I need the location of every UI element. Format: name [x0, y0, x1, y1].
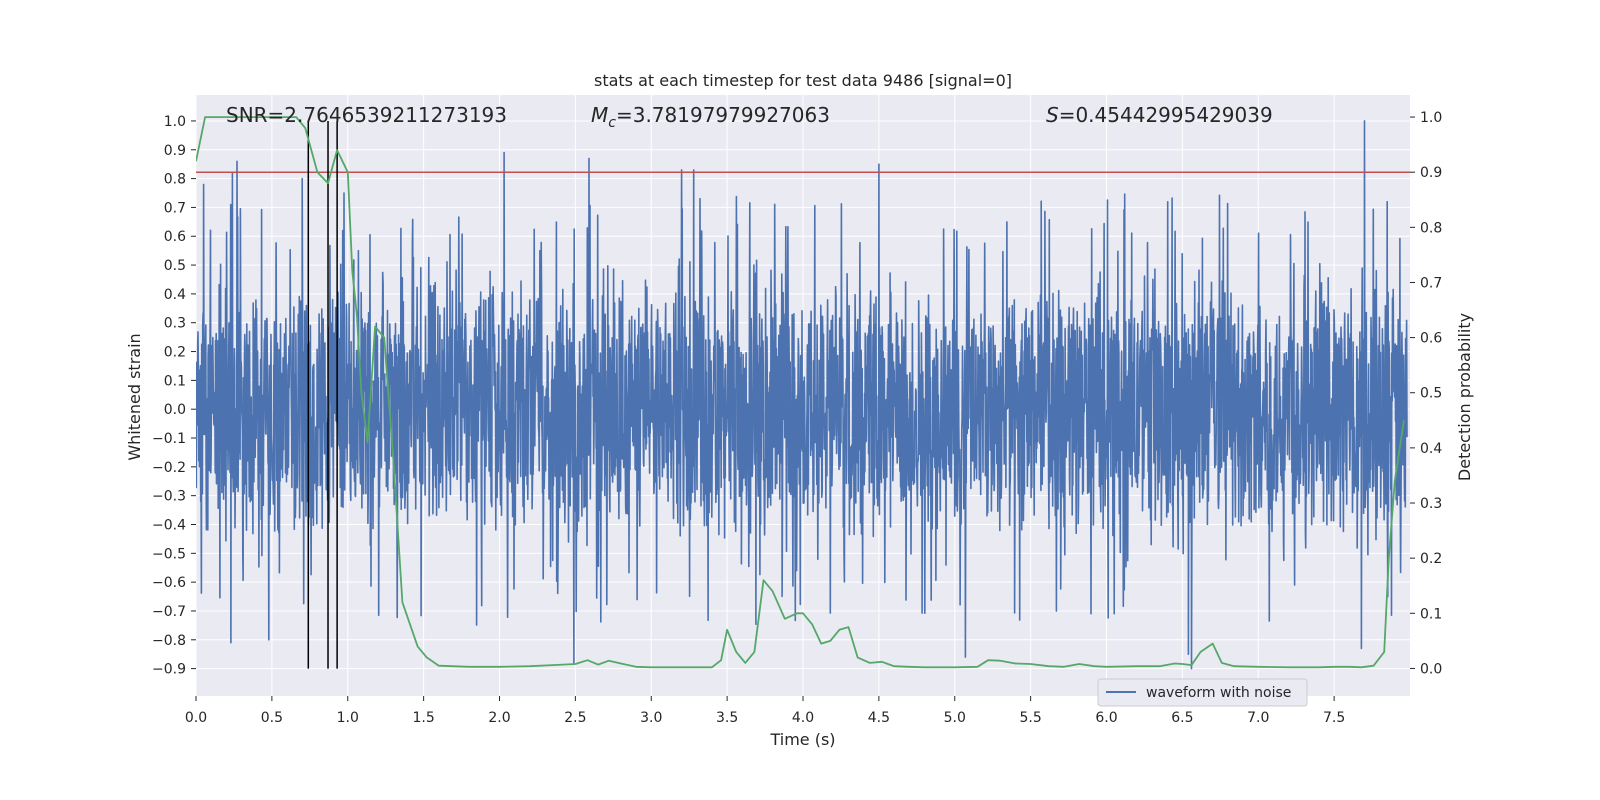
y-left-tick-label-11: 0.2 — [164, 345, 186, 361]
x-tick-label-11: 5.5 — [1019, 710, 1041, 726]
x-tick-label-9: 4.5 — [868, 710, 890, 726]
y-right-tick-label-0: 0.0 — [1420, 661, 1442, 677]
y-right-tick-label-9: 0.9 — [1420, 165, 1442, 181]
waveform-series — [196, 120, 1408, 670]
y-axis-label-left: Whitened strain — [125, 333, 144, 460]
y-left-tick-label-6: −0.3 — [152, 489, 186, 505]
y-left-tick-label-18: 0.9 — [164, 143, 186, 159]
y-left-tick-label-7: −0.2 — [152, 460, 186, 476]
y-left-tick-label-15: 0.6 — [164, 229, 186, 245]
s-value: =0.45442995429039 — [1059, 103, 1273, 127]
x-tick-label-5: 2.5 — [564, 710, 586, 726]
chirp-mass-subscript: c — [608, 115, 616, 131]
y-left-tick-label-5: −0.4 — [152, 517, 186, 533]
y-axis-right: 0.0 0.1 0.2 0.3 0.4 0.5 0.6 0.7 0.8 0.9 1.0 — [1410, 110, 1442, 677]
x-tick-label-15: 7.5 — [1323, 710, 1345, 726]
probability-line — [196, 116, 1405, 669]
x-tick-label-4: 2.0 — [488, 710, 510, 726]
y-right-tick-label-4: 0.4 — [1420, 441, 1442, 457]
y-left-tick-label-1: −0.8 — [152, 633, 186, 649]
probability-series — [196, 116, 1405, 669]
y-left-tick-label-19: 1.0 — [164, 114, 186, 130]
s-annotation: S=0.45442995429039 — [1046, 103, 1273, 127]
x-tick-label-1: 0.5 — [261, 710, 283, 726]
y-right-tick-label-3: 0.3 — [1420, 496, 1442, 512]
x-tick-label-3: 1.5 — [412, 710, 434, 726]
y-right-tick-label-10: 1.0 — [1420, 110, 1442, 126]
x-tick-label-0: 0.0 — [185, 710, 207, 726]
y-right-tick-label-7: 0.7 — [1420, 275, 1442, 291]
vertical-markers — [307, 120, 338, 669]
y-right-tick-label-2: 0.2 — [1420, 551, 1442, 567]
y-axis-left: −0.9 −0.8 −0.7 −0.6 −0.5 −0.4 −0.3 −0.2 −0.1 0.0 0… — [152, 114, 196, 678]
y-left-tick-label-10: 0.1 — [164, 373, 186, 389]
snr-annotation: SNR=2.7646539211273193 — [226, 103, 507, 127]
y-axis-label-right: Detection probability — [1455, 313, 1474, 481]
chirp-mass-value: =3.78197979927063 — [616, 103, 830, 127]
chart-title: stats at each timestep for test data 948… — [594, 71, 1012, 90]
y-left-tick-label-4: −0.5 — [152, 546, 186, 562]
y-left-tick-label-16: 0.7 — [164, 200, 186, 216]
legend-box — [1097, 678, 1308, 707]
x-tick-label-2: 1.0 — [337, 710, 359, 726]
y-left-tick-label-9: 0.0 — [164, 402, 186, 418]
x-tick-label-13: 6.5 — [1171, 710, 1193, 726]
y-right-tick-label-5: 0.5 — [1420, 386, 1442, 402]
x-tick-label-10: 5.0 — [944, 710, 966, 726]
y-right-tick-label-1: 0.1 — [1420, 606, 1442, 622]
y-left-tick-label-2: −0.7 — [152, 604, 186, 620]
x-tick-label-14: 7.0 — [1247, 710, 1269, 726]
y-left-tick-label-3: −0.6 — [152, 575, 186, 591]
legend-label-waveform: waveform with noise — [1146, 685, 1291, 701]
y-left-tick-label-8: −0.1 — [152, 431, 186, 447]
y-right-tick-label-8: 0.8 — [1420, 220, 1442, 236]
y-left-tick-label-12: 0.3 — [164, 316, 186, 332]
y-right-tick-label-6: 0.6 — [1420, 331, 1442, 347]
x-tick-label-8: 4.0 — [792, 710, 814, 726]
y-left-tick-label-13: 0.4 — [164, 287, 186, 303]
x-axis: 0.0 0.5 1.0 1.5 2.0 2.5 3.0 3.5 4.0 4.5 5.0 5.5 6.0 6… — [185, 696, 1345, 726]
chirp-mass-symbol: M — [591, 103, 608, 127]
x-tick-label-12: 6.0 — [1095, 710, 1117, 726]
y-left-tick-label-0: −0.9 — [152, 662, 186, 678]
chirp-mass-annotation: Mc=3.78197979927063 — [591, 103, 830, 131]
s-symbol: S — [1046, 103, 1059, 127]
waveform-line — [196, 120, 1408, 670]
x-axis-label: Time (s) — [769, 730, 835, 749]
y-left-tick-label-17: 0.8 — [164, 172, 186, 188]
x-tick-label-7: 3.5 — [716, 710, 738, 726]
y-left-tick-label-14: 0.5 — [164, 258, 186, 274]
legend: waveform with noise — [1097, 678, 1308, 707]
x-tick-label-6: 3.0 — [640, 710, 662, 726]
